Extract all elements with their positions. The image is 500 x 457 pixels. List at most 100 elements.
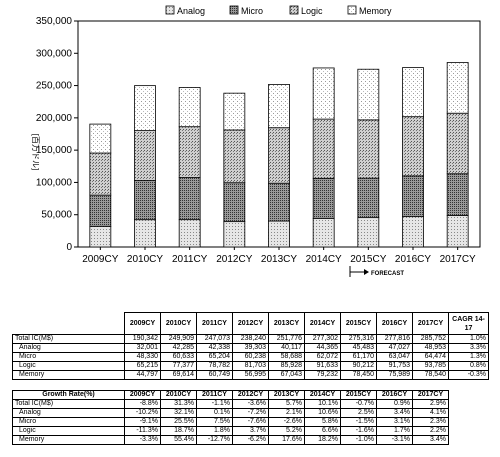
table-cell: 1.0% <box>448 334 489 344</box>
table-cell: 0.8% <box>448 361 489 371</box>
x-tick-label: 2015CY <box>350 254 386 265</box>
bar-micro-2016CY <box>402 175 424 218</box>
y-tick-label: 150,000 <box>36 145 73 156</box>
table-header-cell: 2010CY <box>160 312 197 335</box>
legend-label-analog: Analog <box>177 6 205 16</box>
table-cell: 0.9% <box>376 399 413 409</box>
bar-analog-2015CY <box>357 217 380 248</box>
table-cell: 10.6% <box>304 408 341 418</box>
table-header-cell: 2009CY <box>124 312 161 335</box>
legend-swatch-logic <box>289 5 299 15</box>
y-tick-label: 250,000 <box>36 81 73 92</box>
table-cell: -11.3% <box>124 426 161 436</box>
y-tick-label: 50,000 <box>41 210 72 221</box>
table-cell: -12.7% <box>196 435 233 445</box>
table-cell: 44,365 <box>304 343 341 353</box>
table-cell: -6.2% <box>232 435 269 445</box>
bar-analog-2016CY <box>402 216 424 248</box>
table-cell: -1.1% <box>196 399 233 409</box>
table-cell: 40,117 <box>268 343 305 353</box>
bar-analog-2017CY <box>446 214 469 248</box>
table-cell: 63,047 <box>376 352 413 362</box>
table-cell: 60,238 <box>232 352 269 362</box>
table-cell: 65,204 <box>196 352 233 362</box>
x-tick-label: 2016CY <box>395 254 431 265</box>
table-cell: -1.0% <box>340 435 377 445</box>
y-tick-label: 300,000 <box>36 48 73 59</box>
bar-memory-2012CY <box>223 92 246 131</box>
bar-memory-2013CY <box>268 84 290 129</box>
x-axis: 2009CY 2010CY 2011CY 2012CY 2013CY 2014CY 2015… <box>82 247 476 265</box>
table-cell: 5.2% <box>268 426 305 436</box>
bar-micro-2015CY <box>357 177 380 219</box>
table-cell: 1.8% <box>196 426 233 436</box>
table-cell: 64,474 <box>412 352 449 362</box>
bar-memory-2017CY <box>446 62 469 114</box>
table-cell: 77,377 <box>160 361 197 371</box>
table-cell: 285,752 <box>412 334 449 344</box>
table-cell: 2.2% <box>412 426 449 436</box>
forecast-label: FORECAST <box>371 271 404 277</box>
x-tick-label: 2012CY <box>216 254 252 265</box>
table-header-cell: 2009CY <box>124 390 161 400</box>
row-label: Logic <box>12 361 125 371</box>
values-table: 2009CY 2010CY 2011CY 2012CY 2013CY 2014CY 2015… <box>12 312 489 380</box>
table-cell: -7.2% <box>232 408 269 418</box>
table-cell: 42,338 <box>196 343 233 353</box>
table-cell: -3.3% <box>124 435 161 445</box>
bar-analog-2010CY <box>134 219 156 248</box>
row-label: Analog <box>12 408 125 418</box>
bar-micro-2013CY <box>268 182 290 222</box>
bar-logic-2014CY <box>312 118 335 179</box>
table-row: Micro 48,330 60,633 65,204 60,238 58,688 62,07… <box>12 352 489 362</box>
x-tick-label: 2009CY <box>82 254 118 265</box>
table-cell: 190,342 <box>124 334 161 344</box>
bar-micro-2017CY <box>446 173 469 216</box>
bar-logic-2015CY <box>357 119 380 179</box>
bar-memory-2015CY <box>357 68 380 121</box>
bar-logic-2013CY <box>268 127 290 184</box>
table-header-cell: 2011CY <box>196 390 233 400</box>
table-cell: 78,782 <box>196 361 233 371</box>
table-cell: 275,316 <box>340 334 377 344</box>
table-cell: -3.6% <box>232 399 269 409</box>
table-cell: 56,995 <box>232 370 269 380</box>
chart-legend: Analog Micro Logic Memory <box>165 5 392 16</box>
y-axis: 0 50,000 100,000 150,000 200,000 250,000 300,0… <box>36 16 78 253</box>
table-cell: 1.3% <box>448 352 489 362</box>
legend-swatch-analog <box>165 5 175 15</box>
bar-logic-2017CY <box>446 112 469 175</box>
table-cell: 238,240 <box>232 334 269 344</box>
stacked-bar-chart: Analog Micro Logic Memory 0 50,000 100,000 150… <box>31 5 481 277</box>
table-header-row: 2009CY 2010CY 2011CY 2012CY 2013CY 2014CY 2015… <box>13 312 489 335</box>
table-row: Memory -3.3% 55.4% -12.7% -6.2% 17.6% 18.2% -1.… <box>12 435 489 445</box>
table-header-row: Growth Rate(%) 2009CY 2010CY 2011CY 2012CY 20… <box>12 390 489 400</box>
x-tick-label: 2013CY <box>261 254 297 265</box>
bar-logic-2011CY <box>178 126 201 178</box>
table-cell: 93,785 <box>412 361 449 371</box>
table-cell: 3.4% <box>376 408 413 418</box>
x-tick-label: 2014CY <box>306 254 342 265</box>
table-cell: -8.8% <box>124 399 161 409</box>
legend-label-logic: Logic <box>301 6 323 16</box>
forecast-marker: FORECAST <box>349 266 404 277</box>
table-header-cell: Growth Rate(%) <box>12 390 125 400</box>
table-cell: 42,285 <box>160 343 197 353</box>
table-cell: -10.2% <box>124 408 161 418</box>
x-tick-label: 2011CY <box>172 254 208 265</box>
table-row: Logic -11.3% 18.7% 1.8% 3.7% 5.2% 6.6% -1.6% 1.7… <box>12 426 489 436</box>
table-cell: 4.1% <box>412 408 449 418</box>
row-label: Logic <box>12 426 125 436</box>
y-tick-label: 200,000 <box>36 113 73 124</box>
y-tick-label: 100,000 <box>36 177 73 188</box>
legend-swatch-memory <box>347 5 357 15</box>
bar-analog-2012CY <box>223 221 246 248</box>
table-cell: 247,073 <box>196 334 233 344</box>
table-cell: 2.9% <box>412 399 449 409</box>
table-header-cell: 2013CY <box>268 312 305 335</box>
table-cell: 47,027 <box>376 343 413 353</box>
growth-rate-table: Growth Rate(%) 2009CY 2010CY 2011CY 2012CY 20… <box>12 390 489 445</box>
table-cell: -7.6% <box>232 417 269 427</box>
table-cell: 60,633 <box>160 352 197 362</box>
table-row: Total IC(M$) 190,342 249,909 247,073 238,240… <box>12 334 489 344</box>
